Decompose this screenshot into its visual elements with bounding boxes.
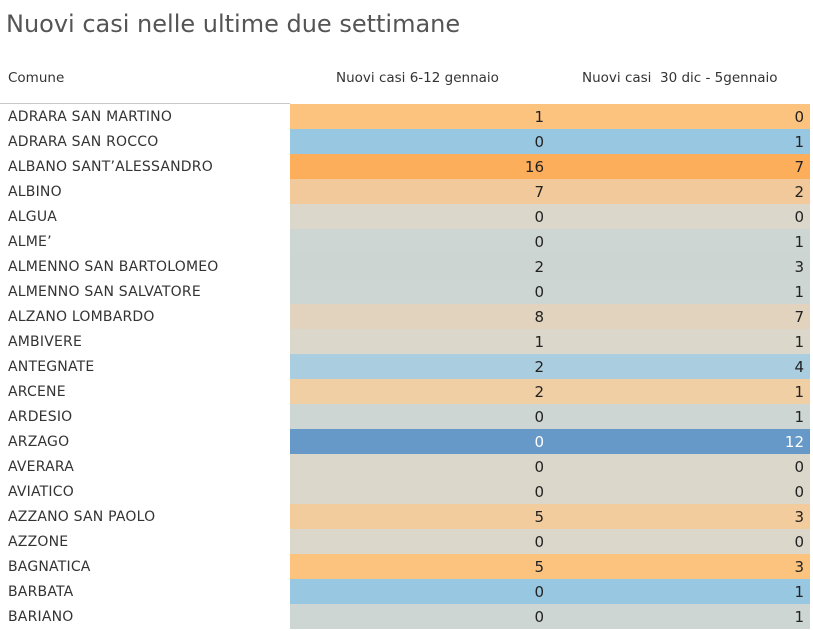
cell-casi-30dic-5gennaio[interactable]: 1	[550, 279, 810, 304]
cell-casi-30dic-5gennaio[interactable]: 3	[550, 254, 810, 279]
table-row[interactable]: ADRARA SAN ROCCO 0 1	[0, 129, 813, 154]
table-row[interactable]: AZZONE 0 0	[0, 529, 813, 554]
comune-name: ALBANO SANT’ALESSANDRO	[8, 159, 213, 175]
cell-casi-30dic-5gennaio[interactable]: 3	[550, 504, 810, 529]
table-body: ADRARA SAN MARTINO 1 0 ADRARA SAN ROCCO 0 1 AL…	[0, 104, 813, 629]
table-row[interactable]: ALZANO LOMBARDO 8 7	[0, 304, 813, 329]
cell-casi-30dic-5gennaio[interactable]: 1	[550, 604, 810, 629]
cell-casi-30dic-5gennaio[interactable]: 7	[550, 154, 810, 179]
cell-casi-30dic-5gennaio[interactable]: 2	[550, 179, 810, 204]
cell-casi-6-12-gennaio[interactable]: 8	[290, 304, 550, 329]
cell-casi-30dic-5gennaio[interactable]: 1	[550, 579, 810, 604]
table-row[interactable]: ANTEGNATE 2 4	[0, 354, 813, 379]
cell-casi-30dic-5gennaio[interactable]: 1	[550, 229, 810, 254]
cell-casi-6-12-gennaio[interactable]: 5	[290, 504, 550, 529]
column-header-week1[interactable]: Nuovi casi 6-12 gennaio	[336, 70, 499, 86]
cell-casi-6-12-gennaio[interactable]: 0	[290, 204, 550, 229]
cell-casi-6-12-gennaio[interactable]: 0	[290, 529, 550, 554]
cell-casi-30dic-5gennaio[interactable]: 7	[550, 304, 810, 329]
comune-name: BARBATA	[8, 584, 74, 600]
table-row[interactable]: ARDESIO 0 1	[0, 404, 813, 429]
table-row[interactable]: ARCENE 2 1	[0, 379, 813, 404]
cell-casi-6-12-gennaio[interactable]: 0	[290, 229, 550, 254]
comune-name: ADRARA SAN MARTINO	[8, 109, 173, 125]
table-row[interactable]: ADRARA SAN MARTINO 1 0	[0, 104, 813, 129]
column-header-week2[interactable]: Nuovi casi 30 dic - 5gennaio	[582, 70, 778, 86]
comune-name: BAGNATICA	[8, 559, 91, 575]
cell-casi-30dic-5gennaio[interactable]: 0	[550, 454, 810, 479]
comune-name: ALMENNO SAN SALVATORE	[8, 284, 201, 300]
cell-casi-6-12-gennaio[interactable]: 0	[290, 279, 550, 304]
comune-name: AVERARA	[8, 459, 74, 475]
cell-casi-30dic-5gennaio[interactable]: 1	[550, 329, 810, 354]
cell-casi-6-12-gennaio[interactable]: 0	[290, 579, 550, 604]
table-row[interactable]: BAGNATICA 5 3	[0, 554, 813, 579]
comune-name: ARCENE	[8, 384, 66, 400]
cell-casi-30dic-5gennaio[interactable]: 0	[550, 529, 810, 554]
cell-casi-30dic-5gennaio[interactable]: 1	[550, 129, 810, 154]
table-row[interactable]: AZZANO SAN PAOLO 5 3	[0, 504, 813, 529]
cell-casi-6-12-gennaio[interactable]: 7	[290, 179, 550, 204]
table-row[interactable]: ARZAGO 0 12	[0, 429, 813, 454]
cell-casi-30dic-5gennaio[interactable]: 0	[550, 204, 810, 229]
cell-casi-30dic-5gennaio[interactable]: 0	[550, 479, 810, 504]
comune-name: AZZANO SAN PAOLO	[8, 509, 156, 525]
cell-casi-6-12-gennaio[interactable]: 2	[290, 379, 550, 404]
cell-casi-30dic-5gennaio[interactable]: 1	[550, 379, 810, 404]
comune-name: ALZANO LOMBARDO	[8, 309, 155, 325]
column-header-comune[interactable]: Comune	[8, 70, 65, 86]
comune-name: ARDESIO	[8, 409, 73, 425]
header-divider	[0, 103, 290, 104]
cell-casi-6-12-gennaio[interactable]: 2	[290, 254, 550, 279]
cell-casi-6-12-gennaio[interactable]: 0	[290, 404, 550, 429]
cell-casi-6-12-gennaio[interactable]: 0	[290, 479, 550, 504]
table-header: Comune Nuovi casi 6-12 gennaio Nuovi cas…	[0, 70, 813, 92]
cell-casi-6-12-gennaio[interactable]: 0	[290, 129, 550, 154]
table-row[interactable]: ALMENNO SAN SALVATORE 0 1	[0, 279, 813, 304]
comune-name: ALMENNO SAN BARTOLOMEO	[8, 259, 219, 275]
cell-casi-6-12-gennaio[interactable]: 1	[290, 329, 550, 354]
comune-name: ALBINO	[8, 184, 62, 200]
cell-casi-6-12-gennaio[interactable]: 0	[290, 454, 550, 479]
comune-name: ALME’	[8, 234, 52, 250]
table-row[interactable]: ALME’ 0 1	[0, 229, 813, 254]
cell-casi-30dic-5gennaio[interactable]: 12	[550, 429, 810, 454]
comune-name: ARZAGO	[8, 434, 70, 450]
cell-casi-30dic-5gennaio[interactable]: 1	[550, 404, 810, 429]
table-row[interactable]: AVIATICO 0 0	[0, 479, 813, 504]
table-row[interactable]: ALGUA 0 0	[0, 204, 813, 229]
cell-casi-30dic-5gennaio[interactable]: 3	[550, 554, 810, 579]
table-row[interactable]: AVERARA 0 0	[0, 454, 813, 479]
page-title: Nuovi casi nelle ultime due settimane	[6, 10, 461, 38]
cell-casi-30dic-5gennaio[interactable]: 0	[550, 104, 810, 129]
cell-casi-6-12-gennaio[interactable]: 0	[290, 429, 550, 454]
cell-casi-6-12-gennaio[interactable]: 5	[290, 554, 550, 579]
comune-name: BARIANO	[8, 609, 74, 625]
cell-casi-6-12-gennaio[interactable]: 16	[290, 154, 550, 179]
comune-name: AVIATICO	[8, 484, 74, 500]
comune-name: ANTEGNATE	[8, 359, 95, 375]
table-row[interactable]: ALBANO SANT’ALESSANDRO 16 7	[0, 154, 813, 179]
table-row[interactable]: BARBATA 0 1	[0, 579, 813, 604]
table-row[interactable]: ALMENNO SAN BARTOLOMEO 2 3	[0, 254, 813, 279]
cell-casi-6-12-gennaio[interactable]: 2	[290, 354, 550, 379]
table-row[interactable]: ALBINO 7 2	[0, 179, 813, 204]
comune-name: AZZONE	[8, 534, 69, 550]
comune-name: AMBIVERE	[8, 334, 82, 350]
table-row[interactable]: AMBIVERE 1 1	[0, 329, 813, 354]
table-row[interactable]: BARIANO 0 1	[0, 604, 813, 629]
cell-casi-6-12-gennaio[interactable]: 0	[290, 604, 550, 629]
comune-name: ADRARA SAN ROCCO	[8, 134, 159, 150]
comune-name: ALGUA	[8, 209, 58, 225]
cell-casi-6-12-gennaio[interactable]: 1	[290, 104, 550, 129]
cell-casi-30dic-5gennaio[interactable]: 4	[550, 354, 810, 379]
